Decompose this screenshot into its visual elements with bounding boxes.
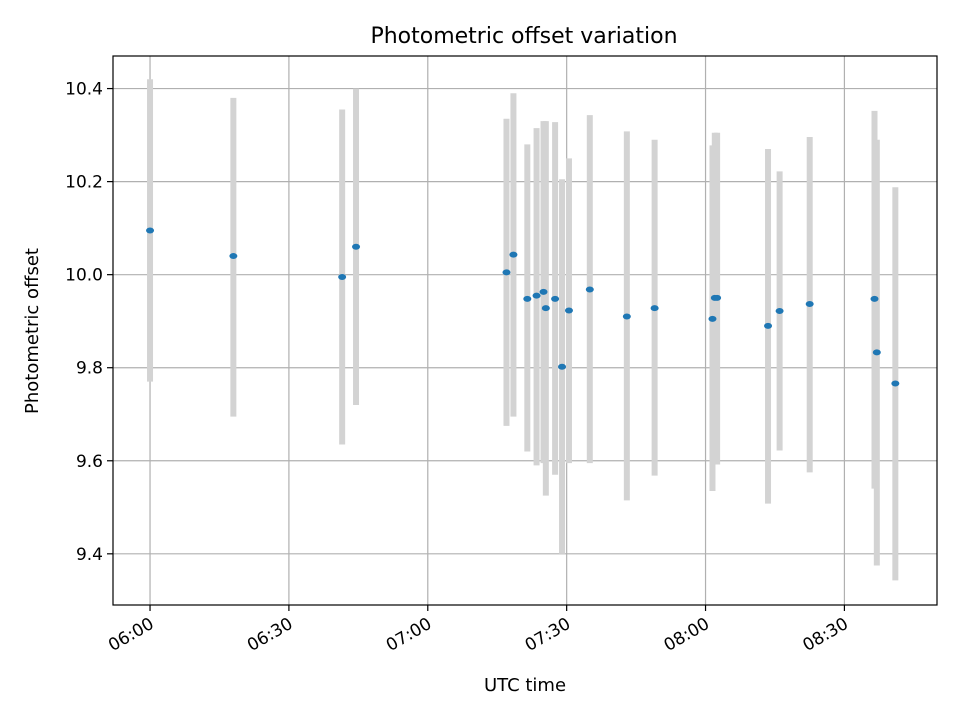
y-tick-label: 10.2 (65, 173, 103, 193)
data-point (523, 295, 532, 302)
data-point (229, 253, 238, 260)
data-point (539, 288, 548, 295)
data-point (805, 300, 814, 307)
y-tick-label: 9.4 (76, 545, 103, 565)
x-axis-label: UTC time (484, 675, 566, 696)
y-tick-label: 9.8 (76, 359, 103, 379)
chart-title: Photometric offset variation (370, 24, 677, 49)
data-point (146, 227, 155, 234)
y-tick-label: 10.0 (65, 266, 103, 286)
y-axis-ticks: 9.4 9.6 9.8 10.0 10.2 10.4 (65, 80, 113, 565)
y-axis-label: Photometric offset (22, 248, 43, 414)
y-tick-label: 9.6 (76, 452, 103, 472)
data-point (870, 295, 879, 302)
data-point (352, 243, 361, 250)
data-point (708, 315, 717, 322)
data-point (622, 313, 631, 320)
data-point (564, 307, 573, 314)
data-point (551, 295, 560, 302)
data-point (764, 322, 773, 329)
data-point (509, 251, 518, 258)
data-point (585, 286, 594, 293)
data-point (713, 294, 722, 301)
plot-frame (112, 55, 938, 606)
data-points (146, 227, 900, 387)
data-point (532, 292, 541, 299)
data-point (558, 363, 567, 370)
data-point (872, 349, 881, 356)
y-tick-label: 10.4 (65, 80, 103, 100)
data-point (541, 305, 550, 312)
data-point (338, 273, 347, 280)
data-point (650, 305, 659, 312)
data-point (775, 307, 784, 314)
data-point (502, 269, 511, 276)
data-point (891, 380, 900, 387)
